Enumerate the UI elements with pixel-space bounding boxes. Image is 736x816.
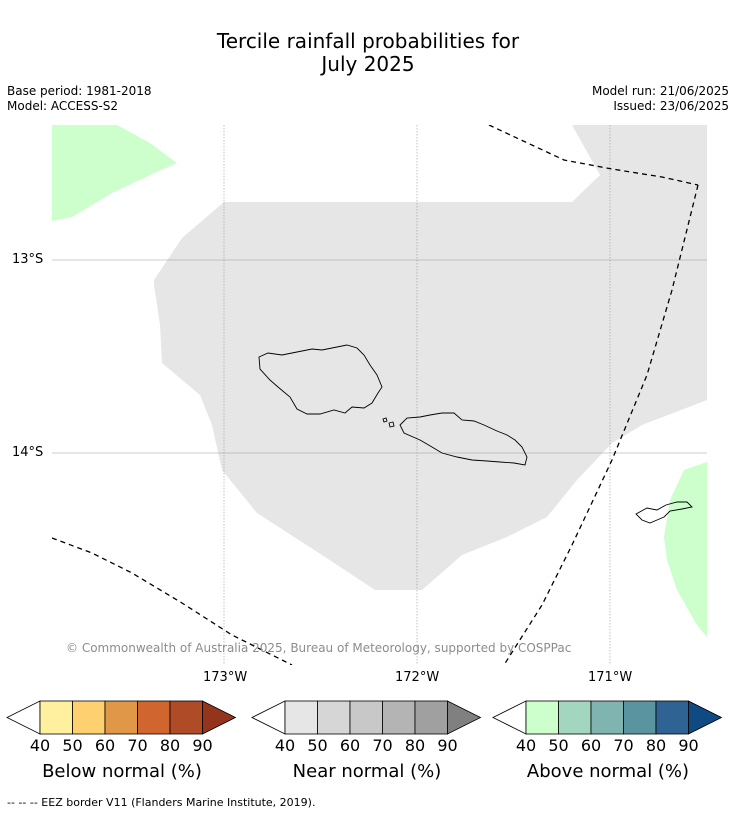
colorbar-over-triangle [202, 700, 237, 735]
colorbar-tick-label: 80 [645, 736, 667, 755]
colorbar-tick-label: 60 [580, 736, 602, 755]
colorbar-segment [414, 700, 448, 735]
upolu-island [399, 412, 528, 466]
colorbar-tick-label: 70 [127, 736, 148, 755]
colorbar-over-triangle [688, 700, 723, 735]
colorbar-segment [317, 700, 351, 735]
colorbar-under-triangle [6, 700, 41, 735]
metadata-right: Model run: 21/06/2025 Issued: 23/06/2025 [592, 84, 729, 114]
model-name: Model: ACCESS-S2 [7, 99, 119, 113]
model-run: Model run: 21/06/2025 [591, 84, 729, 98]
colorbar-segment [169, 700, 203, 735]
colorbar-above-label: Above normal (%) [526, 761, 690, 782]
metadata-left: Base period: 1981-2018 Model: ACCESS-S2 [7, 84, 152, 114]
colorbar-segment [558, 700, 592, 735]
colorbar-tick-label: 60 [339, 736, 361, 755]
colorbar-over-triangle [447, 700, 482, 735]
map [52, 125, 707, 665]
near-normal-region [154, 125, 707, 590]
colorbar-tick-label: 40 [515, 736, 537, 755]
colorbar-segment [525, 700, 559, 735]
colorbar-tick-label: 40 [274, 736, 296, 755]
colorbar-tick-label: 60 [94, 736, 116, 755]
colorbar-tick-label: 90 [437, 736, 458, 755]
colorbar-below-normal [6, 700, 237, 735]
colorbar-segment [349, 700, 383, 735]
lat-label-14s: 14°S [12, 445, 44, 460]
apolima-island [388, 421, 395, 428]
savaii-island [258, 344, 383, 415]
colorbar-tick-label: 90 [192, 736, 213, 755]
colorbar-tick-label: 50 [62, 736, 83, 755]
above-normal-region-nw [52, 125, 177, 221]
colorbar-segment [590, 700, 624, 735]
eez-border-southwest [52, 537, 293, 665]
title-line-2: July 2025 [321, 52, 415, 76]
colorbar-tick-label: 80 [159, 736, 181, 755]
colorbar-below-label: Below normal (%) [42, 761, 202, 782]
tutuila-island [635, 501, 693, 524]
above-normal-region-se [664, 462, 707, 637]
lat-label-13s: 13°S [12, 252, 44, 267]
colorbar-segment [655, 700, 689, 735]
colorbar-segment [72, 700, 106, 735]
colorbar-tick-label: 40 [29, 736, 51, 755]
lon-label-171w: 171°W [588, 670, 633, 685]
colorbar-near-label: Near normal (%) [292, 761, 442, 782]
chart-title: Tercile rainfall probabilities for July … [0, 30, 736, 76]
colorbar-segment [104, 700, 138, 735]
eez-border-east [503, 184, 699, 665]
colorbar-segment [623, 700, 657, 735]
colorbar-segment [39, 700, 73, 735]
colorbar-tick-label: 70 [613, 736, 634, 755]
colorbar-near-normal [251, 700, 482, 735]
colorbar-tick-label: 70 [372, 736, 393, 755]
colorbar-above-normal [492, 700, 723, 735]
lon-label-173w: 173°W [203, 670, 248, 685]
issued-date: Issued: 23/06/2025 [613, 99, 729, 113]
colorbar-tick-label: 90 [678, 736, 699, 755]
base-period: Base period: 1981-2018 [7, 84, 152, 98]
colorbar-segment [137, 700, 171, 735]
eez-border-north [488, 125, 699, 186]
eez-legend-note: -- -- -- EEZ border V11 (Flanders Marine… [7, 796, 316, 809]
lon-label-172w: 172°W [395, 670, 440, 685]
colorbar-under-triangle [492, 700, 527, 735]
colorbar-under-triangle [251, 700, 286, 735]
title-line-1: Tercile rainfall probabilities for [216, 29, 520, 53]
manono-island [382, 417, 388, 423]
colorbar-segment [382, 700, 416, 735]
colorbar-tick-label: 50 [307, 736, 328, 755]
colorbar-tick-label: 50 [548, 736, 569, 755]
colorbar-tick-label: 80 [404, 736, 426, 755]
colorbar-segment [284, 700, 318, 735]
copyright-notice: © Commonwealth of Australia 2025, Bureau… [66, 641, 572, 655]
